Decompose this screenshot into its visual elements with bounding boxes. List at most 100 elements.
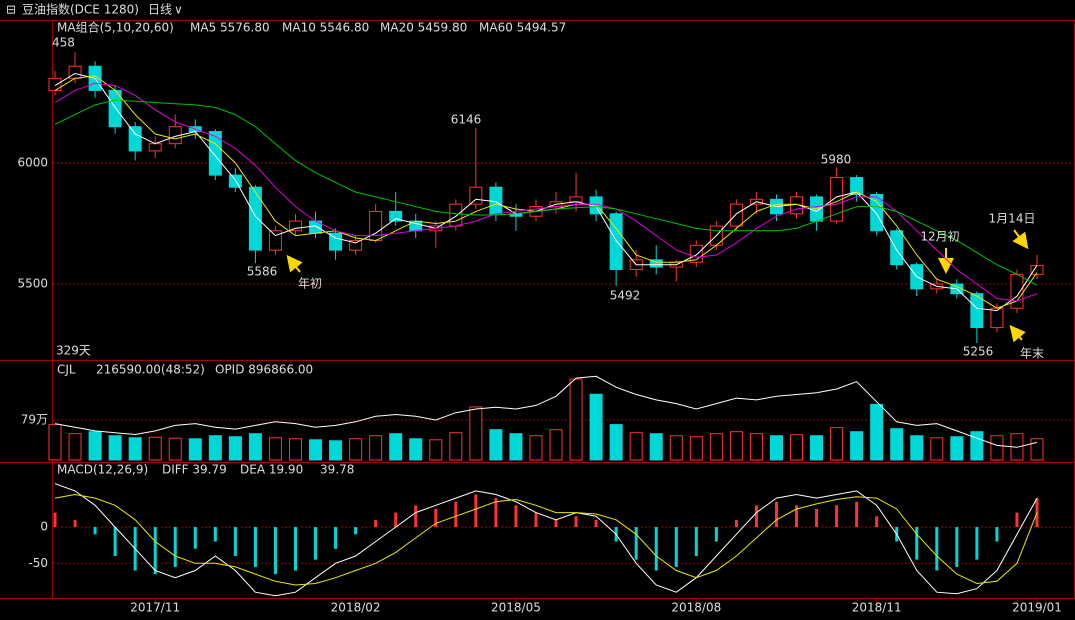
candle-body xyxy=(729,203,743,227)
period-dropdown[interactable]: ∨ xyxy=(174,3,183,17)
volume-bar xyxy=(509,433,523,461)
volume-bar xyxy=(950,436,964,461)
volume-bar xyxy=(288,438,302,461)
volume-bar xyxy=(609,424,623,461)
candle-body xyxy=(970,293,984,329)
candle-body xyxy=(449,203,463,227)
candle-body xyxy=(349,239,363,251)
legend-entry: MA5 5576.80 xyxy=(190,21,270,35)
volume-bar xyxy=(810,435,824,461)
volume-bar xyxy=(1030,438,1044,461)
volume-bar xyxy=(569,378,583,461)
menu-icon[interactable]: ⊟ xyxy=(6,3,16,17)
line-series xyxy=(54,82,1038,302)
annotation: 5980 xyxy=(821,153,852,167)
candle-body xyxy=(870,193,884,232)
line-series xyxy=(54,375,1038,448)
annotation: 年初 xyxy=(298,277,322,291)
candle-body xyxy=(990,307,1004,329)
volume-bar xyxy=(108,435,122,461)
line-series xyxy=(54,75,1038,309)
legend-entry: 39.78 xyxy=(320,463,354,477)
toolbar xyxy=(0,0,1075,20)
volume-bar xyxy=(709,433,723,461)
candle-body xyxy=(48,77,62,91)
volume-bar xyxy=(228,436,242,461)
volume-bar xyxy=(48,424,62,461)
candle-body xyxy=(329,232,343,251)
candle-body xyxy=(890,230,904,266)
volume-bar xyxy=(68,433,82,461)
x-tick-label: 2019/01 xyxy=(1012,601,1062,615)
y-tick-label: 5500 xyxy=(17,277,48,291)
volume-bar xyxy=(309,439,323,461)
volume-bar xyxy=(389,433,403,461)
volume-bar xyxy=(429,439,443,461)
panel-title: MACD(12,26,9) xyxy=(57,463,148,477)
candle-body xyxy=(649,259,663,268)
volume-bar xyxy=(529,435,543,461)
volume-bar xyxy=(268,437,282,461)
volume-bar xyxy=(649,433,663,461)
volume-bar xyxy=(489,429,503,461)
legend-entry: MA10 5546.80 xyxy=(282,21,369,35)
y-tick-label: -50 xyxy=(28,556,48,570)
period[interactable]: 日线 xyxy=(148,3,172,17)
volume-bar xyxy=(349,438,363,461)
candle-body xyxy=(489,186,503,215)
legend-title: MA组合(5,10,20,60) xyxy=(57,20,174,35)
volume-bar xyxy=(749,433,763,461)
volume-bar xyxy=(549,429,563,461)
x-tick-label: 2018/08 xyxy=(671,601,721,615)
volume-bar xyxy=(469,406,483,461)
candle-body xyxy=(268,230,282,251)
annotation: 1月14日 xyxy=(989,212,1036,226)
volume-bar xyxy=(248,433,262,461)
x-tick-label: 2018/02 xyxy=(331,601,381,615)
annotation: 6146 xyxy=(451,113,482,127)
legend-entry: MA60 5494.57 xyxy=(479,21,566,35)
legend-entry: DEA 19.90 xyxy=(240,463,303,477)
annotation: 12月初 xyxy=(920,230,959,244)
panel-title: CJL xyxy=(57,363,76,377)
volume-bar xyxy=(208,435,222,461)
volume-bar xyxy=(769,435,783,461)
candle-body xyxy=(569,196,583,203)
candle-body xyxy=(469,186,483,205)
line-series xyxy=(54,99,1038,286)
candle-body xyxy=(288,220,302,232)
volume-bar xyxy=(168,437,182,461)
volume-bar xyxy=(689,436,703,461)
x-tick-label: 2017/11 xyxy=(130,601,180,615)
volume-bar xyxy=(990,435,1004,461)
volume-bar xyxy=(88,431,102,461)
line-series xyxy=(54,483,1038,597)
candle-body xyxy=(1010,273,1024,309)
volume-bar xyxy=(629,432,643,461)
candle-body xyxy=(148,143,162,152)
panel-subtitle: 216590.00(48:52) xyxy=(96,363,205,377)
volume-bar xyxy=(409,438,423,461)
candle-body xyxy=(228,174,242,188)
volume-bar xyxy=(329,440,343,461)
frame xyxy=(0,20,1075,599)
y-tick-label: 79万 xyxy=(21,413,48,427)
volume-bar xyxy=(910,435,924,461)
candle-body xyxy=(389,210,403,222)
annotation: 5256 xyxy=(963,345,994,359)
annotation: 5586 xyxy=(247,265,278,279)
legend-entry: OPID 896866.00 xyxy=(215,363,313,377)
line-series xyxy=(54,493,1038,586)
symbol[interactable]: 豆油指数(DCE 1280) xyxy=(22,2,139,17)
volume-bar xyxy=(729,431,743,461)
candle-body xyxy=(248,186,262,251)
note: 329天 xyxy=(56,344,91,358)
x-tick-label: 2018/11 xyxy=(852,601,902,615)
volume-bar xyxy=(589,393,603,461)
volume-bar xyxy=(850,431,864,461)
candle-body xyxy=(609,213,623,270)
annotation: 5492 xyxy=(610,289,641,303)
x-tick-label: 2018/05 xyxy=(491,601,541,615)
